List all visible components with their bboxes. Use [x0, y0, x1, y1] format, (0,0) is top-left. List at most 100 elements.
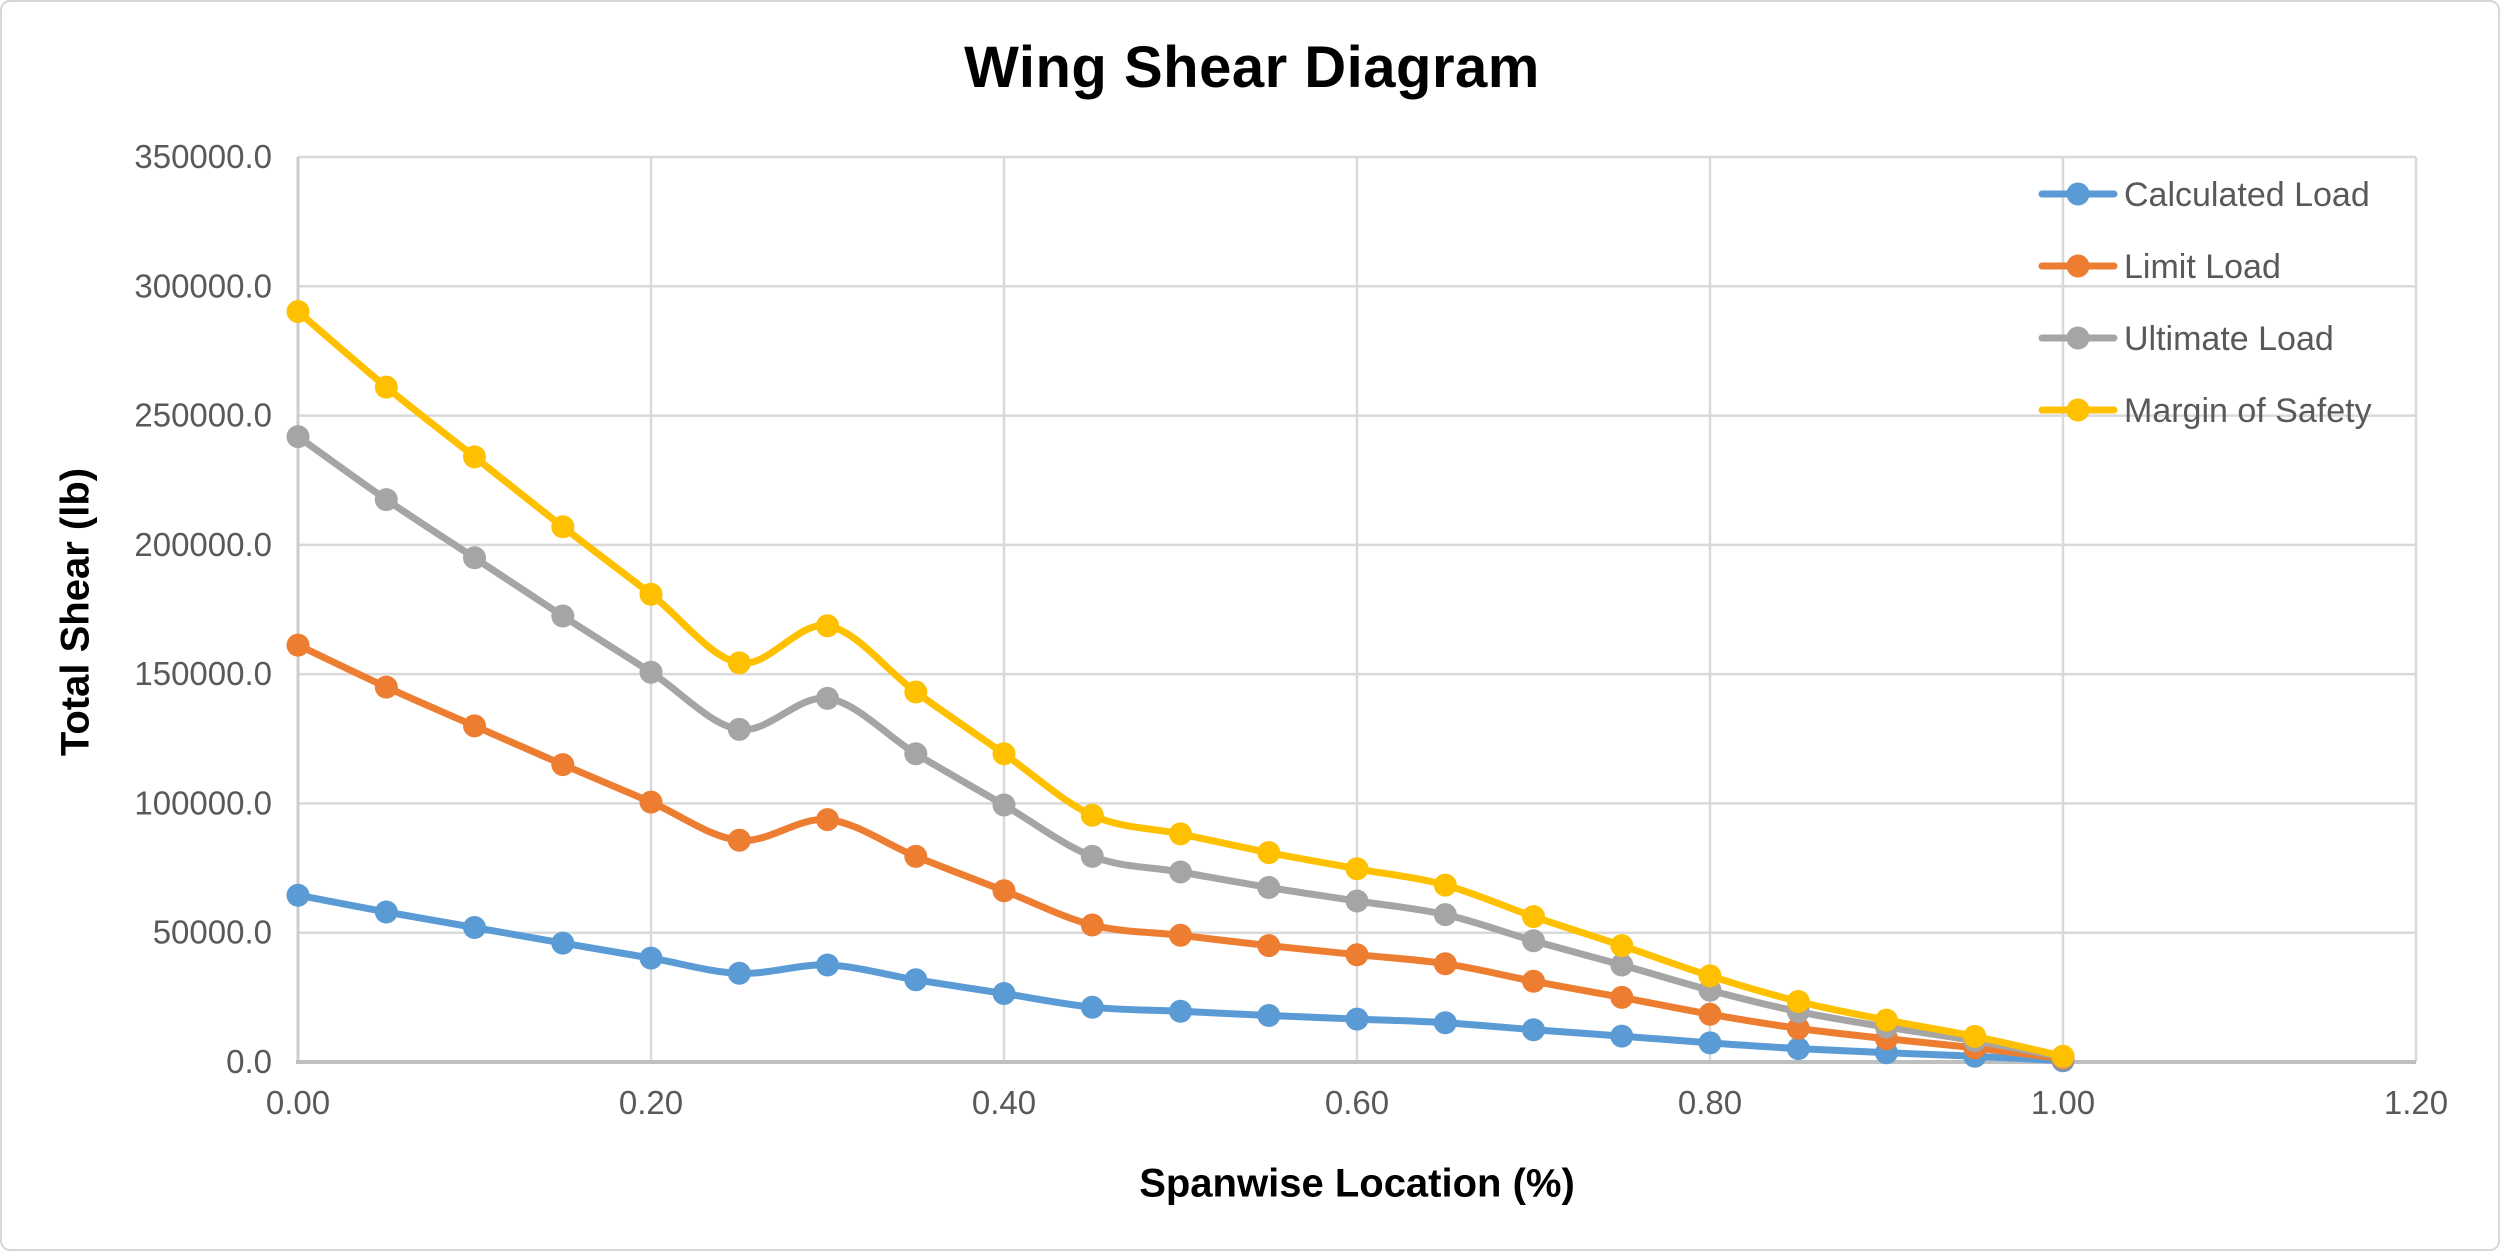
data-point-marker-limit-load	[1169, 923, 1192, 947]
y-tick-label: 300000.0	[134, 267, 272, 304]
gridlines	[298, 155, 2418, 1062]
x-tick-label: 1.00	[2031, 1084, 2095, 1121]
series-line-ultimate-load	[294, 433, 2067, 1061]
data-point-marker-calculated-load	[1257, 1004, 1281, 1027]
y-tick-label: 0.0	[226, 1043, 272, 1080]
data-point-marker-ultimate-load	[1257, 876, 1281, 899]
y-axis-title: Total Shear (lb)	[53, 467, 98, 757]
y-tick-label: 350000.0	[134, 138, 272, 175]
legend-label: Margin of Safety	[2124, 392, 2372, 430]
data-point-marker-limit-load	[1080, 913, 1104, 937]
data-point-marker-ultimate-load	[1080, 844, 1104, 868]
data-point-marker-ultimate-load	[992, 793, 1016, 817]
data-point-marker-calculated-load	[1080, 995, 1104, 1019]
data-point-marker-margin-of-safety	[374, 375, 398, 399]
data-point-marker-margin-of-safety	[1698, 964, 1722, 988]
data-point-marker-ultimate-load	[1169, 860, 1192, 884]
data-point-marker-limit-load	[639, 790, 663, 814]
data-point-marker-limit-load	[816, 808, 839, 832]
tick-labels: 0.0 50000.0 100000.0 150000.0 200000.0 250000…	[134, 138, 2448, 1121]
data-point-marker-ultimate-load	[1610, 953, 1634, 977]
data-point-marker-ultimate-load	[904, 742, 928, 766]
data-point-marker-margin-of-safety	[1433, 873, 1457, 897]
legend-item-margin-of-safety: Margin of Safety	[2038, 392, 2372, 430]
data-point-marker-calculated-load	[727, 961, 751, 985]
data-point-marker-margin-of-safety	[1786, 990, 1810, 1013]
x-axis-title: Spanwise Location (%)	[1139, 1161, 1575, 1206]
x-tick-label: 0.40	[972, 1084, 1036, 1121]
data-point-marker-limit-load	[286, 633, 310, 657]
data-point-marker-calculated-load	[1610, 1024, 1634, 1048]
data-point-marker-ultimate-load	[551, 604, 575, 628]
data-point-marker-limit-load	[551, 753, 575, 777]
data-point-marker-limit-load	[374, 675, 398, 699]
data-point-marker-margin-of-safety	[816, 614, 839, 638]
x-tick-label: 0.00	[266, 1084, 330, 1121]
data-point-marker-limit-load	[463, 714, 486, 738]
data-point-marker-ultimate-load	[816, 686, 839, 710]
data-point-marker-calculated-load	[1786, 1037, 1810, 1061]
series-line-margin-of-safety	[294, 308, 2067, 1060]
legend-label: Limit Load	[2124, 248, 2281, 286]
data-point-marker-calculated-load	[1698, 1031, 1722, 1055]
data-point-marker-limit-load	[1522, 969, 1545, 993]
x-tick-label: 0.60	[1325, 1084, 1389, 1121]
data-point-marker-margin-of-safety	[992, 742, 1016, 766]
series-limit-load	[286, 633, 2075, 1071]
data-point-marker-margin-of-safety	[727, 651, 751, 675]
data-point-marker-margin-of-safety	[551, 515, 575, 539]
data-point-marker-ultimate-load	[1345, 889, 1369, 913]
legend-item-calculated-load: Calculated Load	[2038, 176, 2370, 214]
legend-swatch-marker	[2066, 398, 2090, 422]
data-point-marker-calculated-load	[551, 931, 575, 955]
data-point-marker-calculated-load	[816, 953, 839, 977]
data-point-marker-margin-of-safety	[1875, 1008, 1898, 1032]
data-point-marker-calculated-load	[639, 946, 663, 970]
data-point-marker-margin-of-safety	[2051, 1044, 2075, 1068]
data-point-marker-limit-load	[727, 828, 751, 852]
data-point-marker-calculated-load	[1345, 1007, 1369, 1031]
x-tick-label: 1.20	[2384, 1084, 2448, 1121]
legend-label: Ultimate Load	[2124, 320, 2334, 358]
data-point-marker-margin-of-safety	[1610, 934, 1634, 958]
x-tick-label: 0.20	[619, 1084, 683, 1121]
data-point-marker-calculated-load	[1169, 999, 1192, 1023]
legend-label: Calculated Load	[2124, 176, 2370, 214]
data-point-marker-ultimate-load	[1522, 929, 1545, 953]
series-calculated-load	[286, 883, 2075, 1073]
legend-item-limit-load: Limit Load	[2038, 248, 2281, 286]
data-point-marker-margin-of-safety	[286, 300, 310, 323]
data-point-marker-limit-load	[1257, 934, 1281, 958]
legend-swatch-marker	[2066, 254, 2090, 278]
data-point-marker-margin-of-safety	[904, 680, 928, 704]
data-point-marker-limit-load	[904, 844, 928, 868]
data-point-marker-margin-of-safety	[463, 445, 486, 469]
data-point-marker-margin-of-safety	[1080, 803, 1104, 827]
data-point-marker-limit-load	[1698, 1002, 1722, 1026]
y-tick-label: 250000.0	[134, 397, 272, 434]
data-point-marker-margin-of-safety	[1345, 857, 1369, 881]
data-point-marker-ultimate-load	[374, 488, 398, 512]
data-point-marker-margin-of-safety	[1522, 905, 1545, 929]
y-tick-label: 200000.0	[134, 526, 272, 563]
y-tick-label: 100000.0	[134, 784, 272, 821]
series-margin-of-safety	[286, 300, 2075, 1068]
chart-title: Wing Shear Diagram	[964, 35, 1540, 100]
y-tick-label: 150000.0	[134, 655, 272, 692]
legend-swatch-marker	[2066, 182, 2090, 206]
data-point-marker-calculated-load	[1433, 1011, 1457, 1035]
data-point-marker-ultimate-load	[1433, 903, 1457, 927]
data-point-marker-calculated-load	[374, 900, 398, 924]
legend-swatch-marker	[2066, 326, 2090, 350]
data-point-marker-ultimate-load	[639, 660, 663, 684]
data-point-marker-margin-of-safety	[639, 582, 663, 606]
data-point-marker-margin-of-safety	[1963, 1024, 1987, 1048]
data-point-marker-limit-load	[1433, 952, 1457, 976]
data-point-marker-calculated-load	[463, 916, 486, 939]
x-tick-label: 0.80	[1678, 1084, 1742, 1121]
legend-item-ultimate-load: Ultimate Load	[2038, 320, 2334, 358]
data-point-marker-ultimate-load	[727, 717, 751, 741]
legend: Calculated Load Limit Load Ultimate Load Ma…	[2038, 176, 2372, 430]
